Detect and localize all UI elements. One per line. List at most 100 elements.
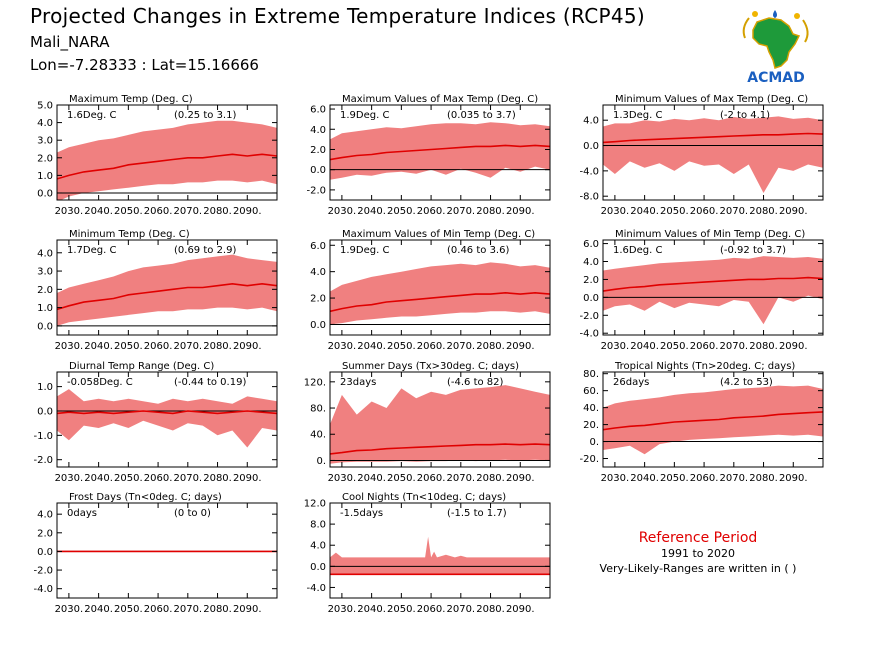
y-tick-label: 40. — [310, 430, 326, 441]
y-tick-label: 4.0 — [310, 125, 326, 136]
median-line — [603, 411, 823, 431]
range-band — [57, 120, 277, 200]
x-tick-label: 2030. — [55, 341, 84, 352]
plot-frame — [602, 371, 824, 468]
y-tick-label: 120. — [304, 377, 326, 388]
x-tick-label: 2040. — [357, 604, 386, 615]
station-name: Mali_NARA — [30, 33, 110, 51]
x-tick-label: 2030. — [601, 473, 630, 484]
x-tick-label: 2070. — [173, 473, 202, 484]
x-tick-label: 2060. — [690, 206, 719, 217]
chart-summary: 26days — [613, 377, 649, 388]
chart-title: Minimum Temp (Deg. C) — [69, 229, 190, 240]
x-tick-label: 2070. — [173, 604, 202, 615]
chart-panel-11: -4.0 0.0 4.0 8.0 12.0 2030. 2040. 2050. 2060. 207… — [304, 492, 551, 615]
plot-frame — [56, 104, 278, 201]
x-tick-label: 2090. — [779, 473, 808, 484]
y-tick-label: 2.0 — [310, 294, 326, 305]
chart-range: (0.46 to 3.6) — [447, 245, 509, 256]
x-tick-label: 2080. — [749, 341, 778, 352]
reference-note: Very-Likely-Ranges are written in ( ) — [599, 562, 797, 575]
x-tick-label: 2080. — [203, 604, 232, 615]
median-line — [603, 276, 823, 292]
y-tick-label: 60. — [583, 386, 599, 397]
x-tick-label: 2050. — [660, 206, 689, 217]
median-line — [57, 153, 277, 180]
y-tick-label: -20. — [579, 454, 599, 465]
x-tick-label: 2090. — [233, 473, 262, 484]
y-tick-label: -2.0 — [33, 455, 53, 466]
y-tick-label: 6.0 — [310, 105, 326, 116]
chart-title: Minimum Values of Min Temp (Deg. C) — [615, 229, 805, 240]
x-tick-label: 2070. — [446, 206, 475, 217]
y-tick-label: 1.0 — [37, 303, 53, 314]
x-tick-label: 2040. — [84, 206, 113, 217]
chart-title: Maximum Temp (Deg. C) — [69, 94, 193, 105]
x-tick-label: 2050. — [387, 206, 416, 217]
x-tick-label: 2060. — [417, 604, 446, 615]
y-tick-label: 4.0 — [310, 541, 326, 552]
chart-summary: 1.9Deg. C — [340, 245, 389, 256]
x-tick-label: 2030. — [601, 206, 630, 217]
y-tick-label: 0.0 — [37, 547, 53, 558]
chart-title: Minimum Values of Max Temp (Deg. C) — [615, 94, 808, 105]
x-tick-label: 2060. — [144, 206, 173, 217]
y-tick-label: -2.0 — [579, 311, 599, 322]
y-tick-label: 0.0 — [37, 406, 53, 417]
africa-map-logo-icon — [742, 10, 809, 69]
x-tick-label: 2040. — [357, 206, 386, 217]
y-tick-label: 0.0 — [583, 293, 599, 304]
chart-summary: 1.6Deg. C — [67, 110, 116, 121]
acmad-logo: ACMAD — [742, 10, 809, 86]
plot-frame — [56, 502, 278, 599]
x-tick-label: 2080. — [203, 473, 232, 484]
y-tick-label: 4.0 — [310, 267, 326, 278]
chart-range: (-1.5 to 1.7) — [447, 508, 507, 519]
y-tick-label: 4.0 — [583, 257, 599, 268]
median-line — [603, 132, 823, 144]
x-tick-label: 2060. — [417, 206, 446, 217]
x-tick-label: 2040. — [357, 473, 386, 484]
median-line — [57, 410, 277, 415]
plot-frame — [56, 371, 278, 468]
plot-frame — [329, 104, 551, 201]
x-tick-label: 2090. — [779, 341, 808, 352]
range-band — [330, 262, 550, 325]
y-tick-label: -4.0 — [306, 583, 326, 594]
y-tick-label: -1.0 — [33, 431, 53, 442]
x-tick-label: 2050. — [660, 341, 689, 352]
chart-range: (0.25 to 3.1) — [174, 110, 236, 121]
x-tick-label: 2050. — [114, 341, 143, 352]
x-tick-label: 2050. — [387, 473, 416, 484]
y-tick-label: 6.0 — [583, 239, 599, 250]
reference-title: Reference Period — [638, 530, 758, 546]
y-tick-label: 0.0 — [310, 562, 326, 573]
y-tick-label: 3.0 — [37, 267, 53, 278]
y-tick-label: 0. — [589, 437, 599, 448]
median-line — [330, 443, 550, 455]
range-band — [603, 116, 823, 193]
chart-title: Cool Nights (Tn<10deg. C; days) — [342, 492, 506, 503]
chart-panel-6: -4.0 -2.0 0.0 2.0 4.0 6.0 2030. 2040. 2050. 2060.… — [579, 229, 824, 352]
chart-range: (4.2 to 53) — [720, 377, 773, 388]
y-tick-label: 5.0 — [37, 101, 53, 112]
chart-range: (0.035 to 3.7) — [447, 110, 516, 121]
x-tick-label: 2060. — [417, 473, 446, 484]
chart-summary: 23days — [340, 377, 376, 388]
y-tick-label: 0.0 — [37, 321, 53, 332]
y-tick-label: 0.0 — [37, 188, 53, 199]
chart-summary: 1.6Deg. C — [613, 245, 662, 256]
x-tick-label: 2040. — [84, 473, 113, 484]
range-band — [603, 256, 823, 325]
x-tick-label: 2030. — [328, 604, 357, 615]
x-tick-label: 2080. — [749, 473, 778, 484]
x-tick-label: 2040. — [630, 206, 659, 217]
range-band — [57, 389, 277, 448]
y-tick-label: 0. — [316, 456, 326, 467]
x-tick-label: 2090. — [233, 206, 262, 217]
x-tick-label: 2030. — [55, 206, 84, 217]
logo-text: ACMAD — [747, 70, 805, 86]
x-tick-label: 2040. — [630, 341, 659, 352]
chart-range: (-0.92 to 3.7) — [720, 245, 786, 256]
